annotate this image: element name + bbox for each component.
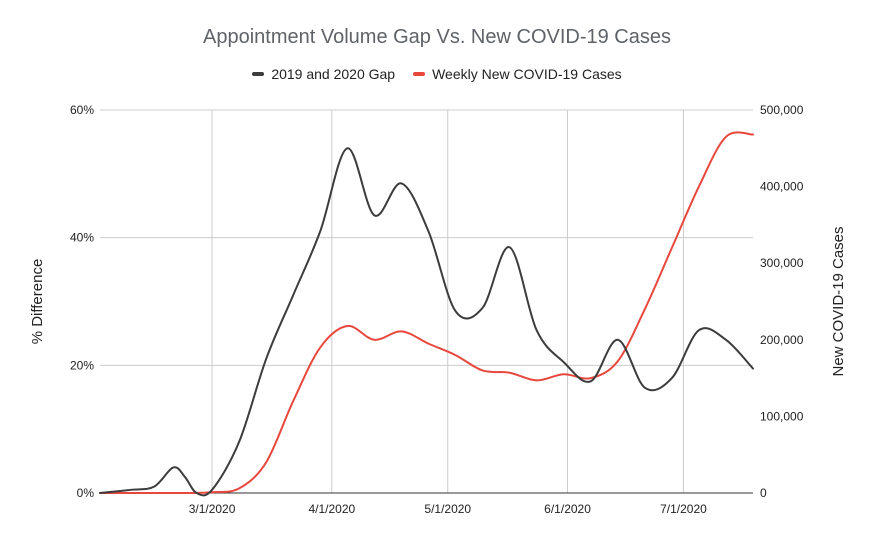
x-tick-label: 6/1/2020 [544,502,591,516]
series-line-cases [99,131,754,495]
chart-title: Appointment Volume Gap Vs. New COVID-19 … [203,26,671,48]
series [99,131,754,497]
x-tick-label: 7/1/2020 [660,502,707,516]
legend-label-gap: 2019 and 2020 Gap [271,66,396,82]
series-line-gap [99,147,754,497]
y2-tick-label: 400,000 [760,180,804,194]
y2-tick-label: 500,000 [760,103,804,117]
legend-item-gap: 2019 and 2020 Gap [252,66,395,82]
y2-tick-label: 200,000 [760,333,804,347]
y-tick-label: 0% [77,486,95,500]
x-tick-label: 5/1/2020 [424,502,471,516]
legend-swatch-gap [252,72,265,76]
y2-axis-title: New COVID-19 Cases [830,226,847,376]
y2-tick-label: 100,000 [760,409,804,423]
legend-label-cases: Weekly New COVID-19 Cases [432,66,622,82]
legend-swatch-cases [413,72,426,76]
y2-tick-label: 300,000 [760,256,804,270]
grid [100,109,753,493]
legend-item-cases: Weekly New COVID-19 Cases [413,66,622,82]
y2-tick-label: 0 [760,486,767,500]
y-tick-label: 60% [70,103,94,117]
legend: 2019 and 2020 Gap Weekly New COVID-19 Ca… [0,66,874,82]
x-tick-label: 3/1/2020 [189,502,236,516]
y-tick-label: 20% [70,358,94,372]
tick-labels: 0% 20% 40% 60% 0 100,000 200,000 300,000 400,000… [29,103,847,516]
y-axis-title: % Difference [29,259,46,345]
y-tick-label: 40% [70,231,94,245]
x-tick-label: 4/1/2020 [308,502,355,516]
